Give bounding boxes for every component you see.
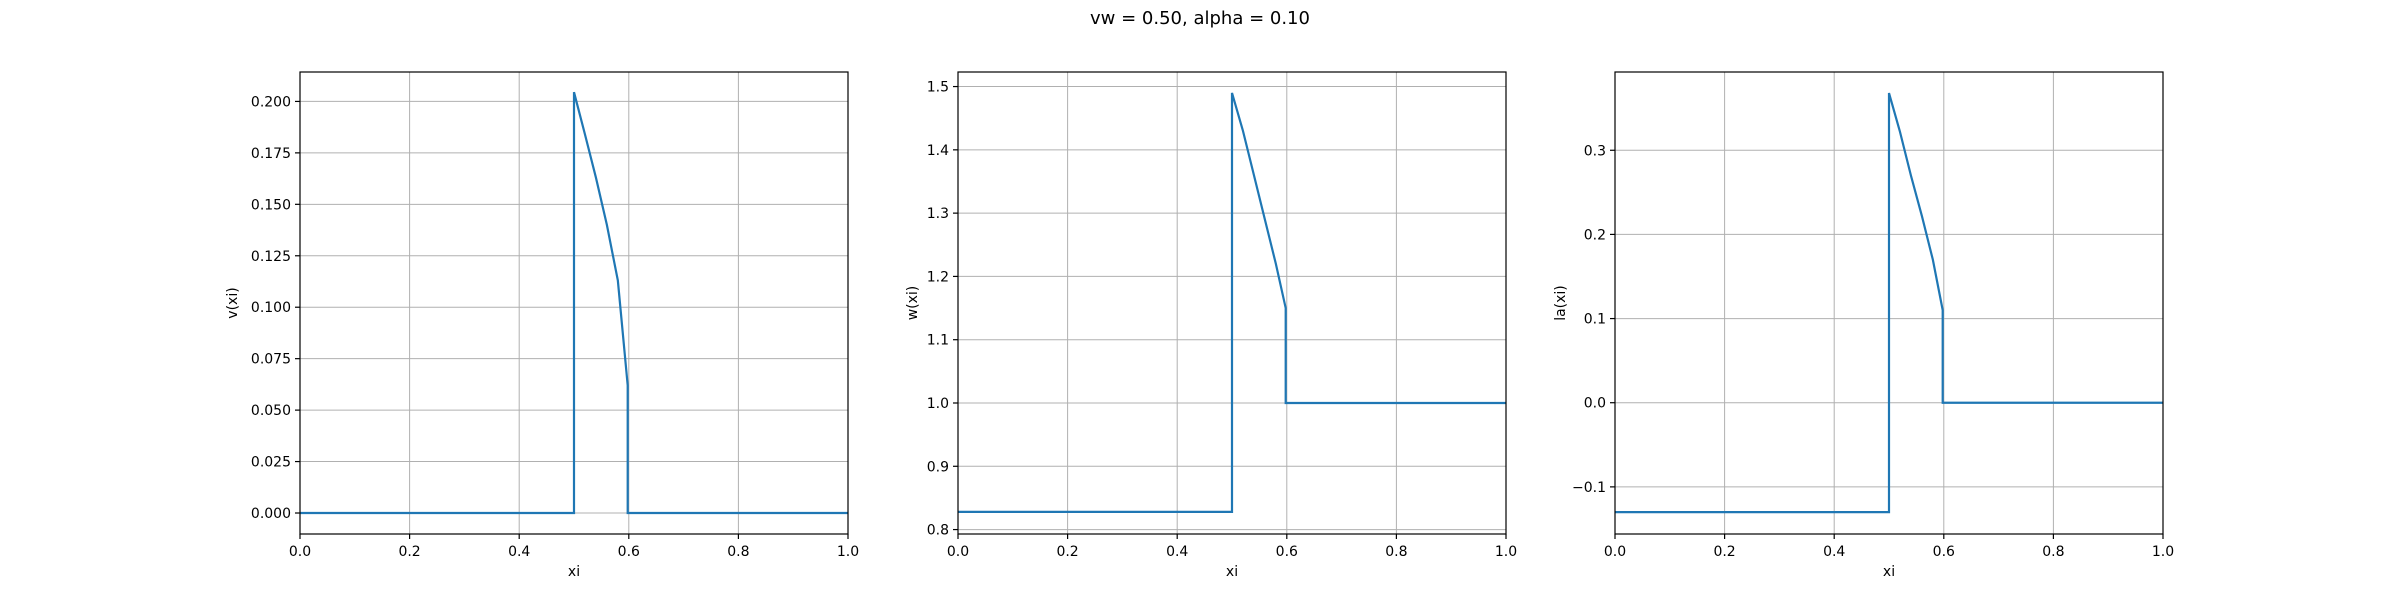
y-axis-label-la: la(xi) <box>1553 285 1569 321</box>
y-tick-label-la-1: 0.0 <box>1584 396 1606 412</box>
x-tick-label-w-4: 0.8 <box>1385 544 1407 560</box>
series-line-w-0 <box>958 92 1506 513</box>
x-tick-label-w-3: 0.6 <box>1276 544 1298 560</box>
y-tick-label-v-2: 0.050 <box>251 403 291 419</box>
y-tick-label-v-4: 0.100 <box>251 300 291 316</box>
x-tick-label-v-0: 0.0 <box>289 544 311 560</box>
y-tick-label-la-3: 0.2 <box>1584 227 1606 243</box>
series-line-la-0 <box>1615 92 2163 514</box>
x-axis-label-v: xi <box>568 564 580 580</box>
y-axis-label-w: w(xi) <box>905 286 921 321</box>
x-tick-label-la-0: 0.0 <box>1604 544 1626 560</box>
x-axis-label-w: xi <box>1226 564 1238 580</box>
y-tick-label-w-6: 1.4 <box>927 143 949 159</box>
subplot-v: 0.0 0.2 0.4 0.6 0.8 1.0 0.000 0.025 0.050 0.075 0.… <box>225 71 859 580</box>
y-tick-label-v-6: 0.150 <box>251 197 291 213</box>
x-tick-label-la-3: 0.6 <box>1933 544 1955 560</box>
y-tick-label-w-5: 1.3 <box>927 206 949 222</box>
x-tick-label-w-1: 0.2 <box>1056 544 1078 560</box>
axes-frame-la <box>1614 71 2164 535</box>
figure-title: vw = 0.50, alpha = 0.10 <box>1090 8 1310 29</box>
y-tick-label-v-8: 0.200 <box>251 94 291 110</box>
axes-frame-v <box>299 71 849 535</box>
x-tick-label-v-3: 0.6 <box>618 544 640 560</box>
y-axis-label-v: v(xi) <box>225 287 241 318</box>
y-tick-label-w-4: 1.2 <box>927 269 949 285</box>
x-tick-label-w-0: 0.0 <box>947 544 969 560</box>
x-tick-label-v-5: 1.0 <box>837 544 859 560</box>
x-axis-label-la: xi <box>1883 564 1895 580</box>
y-tick-label-la-4: 0.3 <box>1584 143 1606 159</box>
series-line-v-0 <box>300 91 848 515</box>
x-tick-label-la-2: 0.4 <box>1823 544 1845 560</box>
subplot-w: 0.0 0.2 0.4 0.6 0.8 1.0 0.8 0.9 1.0 1.1 1.2 1.3 1.4 1… <box>905 71 1517 580</box>
y-tick-label-w-0: 0.8 <box>927 523 949 539</box>
y-tick-label-v-5: 0.125 <box>251 249 291 265</box>
y-tick-label-w-7: 1.5 <box>927 80 949 96</box>
y-tick-label-v-0: 0.000 <box>251 506 291 522</box>
x-tick-label-v-1: 0.2 <box>398 544 420 560</box>
x-tick-label-w-2: 0.4 <box>1166 544 1188 560</box>
y-tick-label-la-2: 0.1 <box>1584 312 1606 328</box>
y-tick-label-v-7: 0.175 <box>251 146 291 162</box>
x-tick-label-la-1: 0.2 <box>1713 544 1735 560</box>
y-tick-label-w-3: 1.1 <box>927 333 949 349</box>
x-tick-label-w-5: 1.0 <box>1495 544 1517 560</box>
subplot-la: 0.0 0.2 0.4 0.6 0.8 1.0 −0.1 0.0 0.1 0.2 0.3 xi la(x… <box>1553 71 2174 580</box>
x-tick-label-la-5: 1.0 <box>2152 544 2174 560</box>
axes-frame-w <box>957 71 1507 535</box>
y-tick-label-w-1: 0.9 <box>927 459 949 475</box>
x-tick-label-v-2: 0.4 <box>508 544 530 560</box>
y-tick-label-v-3: 0.075 <box>251 352 291 368</box>
y-tick-label-w-2: 1.0 <box>927 396 949 412</box>
y-tick-label-la-0: −0.1 <box>1572 480 1606 496</box>
x-tick-label-v-4: 0.8 <box>727 544 749 560</box>
x-tick-label-la-4: 0.8 <box>2042 544 2064 560</box>
y-tick-label-v-1: 0.025 <box>251 455 291 471</box>
